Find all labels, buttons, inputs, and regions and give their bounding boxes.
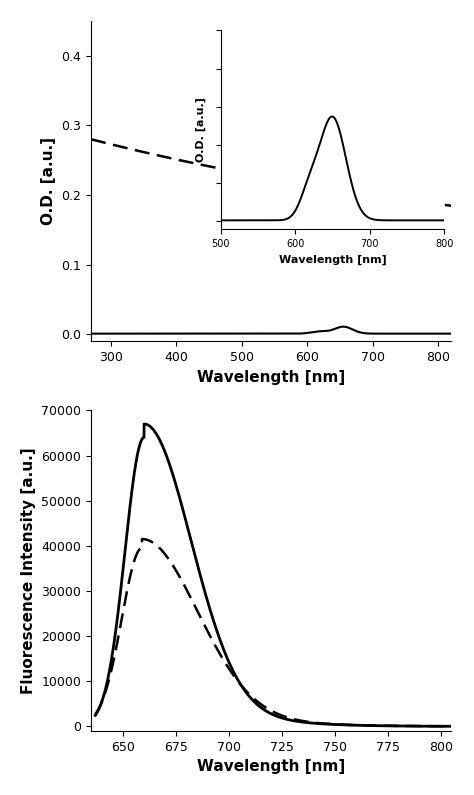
X-axis label: Wavelength [nm]: Wavelength [nm]	[197, 759, 346, 774]
X-axis label: Wavelength [nm]: Wavelength [nm]	[197, 370, 346, 385]
Y-axis label: Fluorescence Intensity [a.u.]: Fluorescence Intensity [a.u.]	[21, 448, 36, 694]
Y-axis label: O.D. [a.u.]: O.D. [a.u.]	[41, 137, 56, 225]
